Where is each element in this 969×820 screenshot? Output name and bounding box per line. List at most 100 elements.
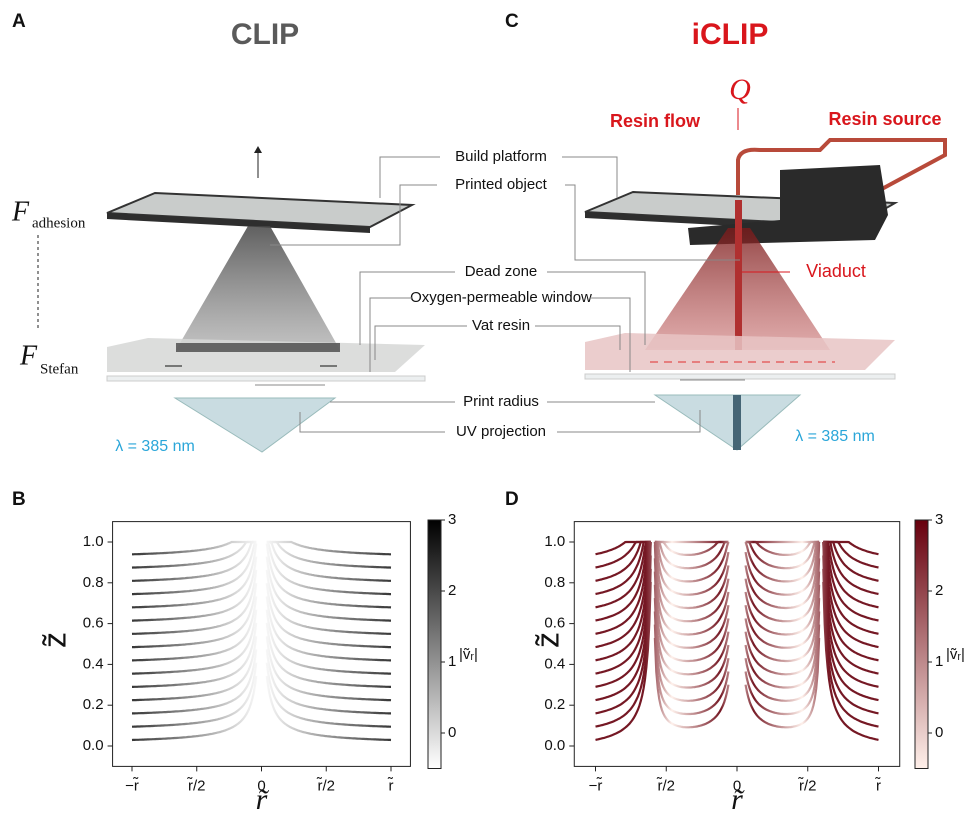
streamline <box>131 569 258 635</box>
streamline <box>595 540 651 609</box>
x-tick-label: r̃ <box>874 777 881 795</box>
window <box>584 373 896 380</box>
window <box>106 375 426 382</box>
streamline <box>595 540 651 556</box>
callout: Printed object <box>455 176 548 193</box>
y-tick-label: 0.2 <box>544 696 565 713</box>
streamline <box>131 609 258 675</box>
panel-letter: D <box>505 489 519 510</box>
colorbar-tick-label: 0 <box>935 724 943 741</box>
plot-frame <box>573 521 901 767</box>
y-tick-label: 0.2 <box>83 696 104 713</box>
streamline <box>265 569 392 635</box>
x-tick-label: −r̃ <box>589 777 603 795</box>
streamline <box>744 624 821 716</box>
y-axis-label: z̃ <box>529 632 565 648</box>
viaduct <box>735 200 742 350</box>
y-tick-label: 0.4 <box>83 655 104 672</box>
leader <box>359 271 646 345</box>
streamline <box>131 675 258 742</box>
streamline <box>132 540 257 582</box>
colorbar-tick-label: 3 <box>935 511 943 528</box>
colorbar-tick-label: 0 <box>448 724 456 741</box>
streamline <box>745 540 820 556</box>
streamline <box>266 540 391 556</box>
x-tick-label: r̃/2 <box>186 777 205 795</box>
callout: UV projection <box>456 423 546 440</box>
x-tick-label: r̃/2 <box>797 777 816 795</box>
streamline <box>653 611 730 702</box>
force-subscript: Stefan <box>40 361 79 377</box>
streamlines <box>595 540 879 741</box>
y-tick-label: 0.0 <box>544 737 565 754</box>
streamline <box>823 540 879 596</box>
leader <box>299 410 701 433</box>
streamline <box>131 543 258 609</box>
x-tick-label: 0 <box>733 777 741 794</box>
y-tick-label: 1.0 <box>544 533 565 550</box>
streamline <box>653 571 730 663</box>
streamline <box>265 636 392 702</box>
streamline <box>595 540 651 622</box>
streamline <box>654 540 729 556</box>
streamline <box>823 540 879 556</box>
streamline <box>265 662 391 728</box>
platform-edge <box>107 213 370 233</box>
leader <box>369 297 631 372</box>
streamline <box>132 582 258 649</box>
leader <box>255 379 745 403</box>
streamline <box>595 541 652 662</box>
streamline <box>265 582 391 649</box>
streamline <box>822 542 879 702</box>
streamline <box>265 649 391 715</box>
streamline <box>822 555 879 715</box>
streamline <box>822 581 879 741</box>
colorbar-label: |ṽᵣ| <box>946 646 965 663</box>
clip-diagram: A CLIP F adhesion F Stefan λ = 385 nm <box>11 11 426 455</box>
streamline <box>595 581 652 741</box>
y-tick-label: 1.0 <box>83 533 104 550</box>
streamline <box>265 609 392 675</box>
leader <box>374 325 621 360</box>
y-axis-label: z̃ <box>36 632 72 648</box>
colorbar-label: |ṽᵣ| <box>459 646 478 663</box>
x-tick-label: −r̃ <box>125 777 139 795</box>
wavelength: λ = 385 nm <box>795 428 875 445</box>
streamline <box>654 540 729 570</box>
callout: Build platform <box>455 148 547 165</box>
arrow-head <box>254 146 262 153</box>
streamline <box>744 545 821 636</box>
streamline <box>653 541 730 623</box>
x-tick-label: 0 <box>257 777 265 794</box>
y-tick-label: 0.6 <box>83 615 104 632</box>
streamline <box>823 540 879 635</box>
streamline <box>595 540 651 635</box>
dead-zone <box>176 343 340 352</box>
streamline <box>266 540 391 596</box>
chart: B 0.0 0.2 0.4 0.6 0.8 1.0 −r̃ r̃/2 0 r̃/2 r̃ r̃ z̃ 0 1 2… <box>12 489 478 816</box>
streamline <box>744 558 821 649</box>
uv-beam <box>733 395 741 450</box>
streamline <box>823 540 879 649</box>
streamline <box>595 541 652 688</box>
streamline <box>744 637 821 729</box>
force-label: F <box>11 196 30 227</box>
panel-letter: A <box>12 11 26 32</box>
streamline <box>266 540 391 582</box>
streamline <box>653 637 730 729</box>
streamline <box>653 541 730 610</box>
streamline <box>653 598 730 689</box>
streamline <box>132 556 258 622</box>
plot-frame <box>112 521 411 767</box>
streamline <box>744 611 821 702</box>
streamline <box>653 624 730 716</box>
x-axis-label: r̃ <box>731 783 745 816</box>
streamline <box>654 540 730 583</box>
x-tick-label: r̃ <box>387 777 394 795</box>
streamline <box>744 541 821 610</box>
streamline <box>595 542 652 702</box>
streamline <box>744 598 821 689</box>
viaduct-label: Viaduct <box>806 261 866 281</box>
streamline <box>266 540 392 569</box>
streamline <box>653 584 730 676</box>
